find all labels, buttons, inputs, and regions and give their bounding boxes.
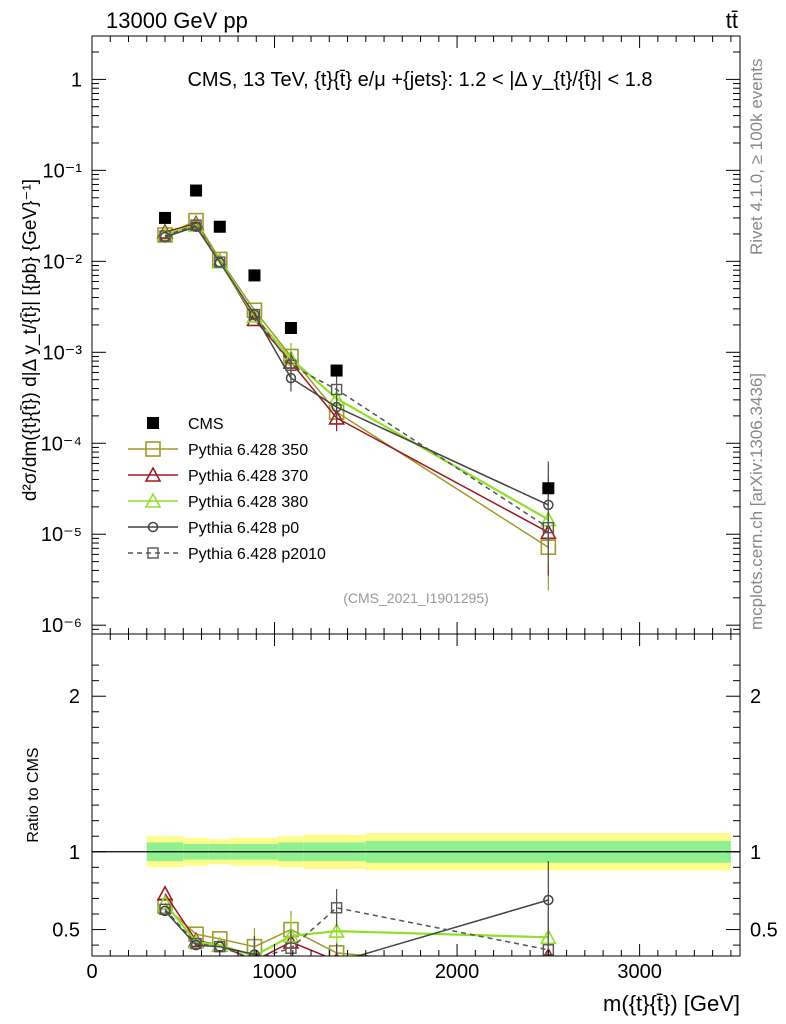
legend-marker: [147, 417, 159, 429]
ratio-marker: [330, 902, 343, 914]
cms-data-point: [159, 211, 172, 224]
ratio-tick-label: 2: [69, 686, 80, 708]
legend: CMS Pythia 6.428 350 Pythia 6.428 370 Pythi…: [128, 416, 326, 563]
ratio-panel: 0.5 0.5 1 1 2 2 Ratio to CMS: [25, 633, 778, 980]
x-tick-label: 2000: [435, 961, 480, 983]
cms-data-point: [190, 184, 203, 197]
y-axis-label: d²σ/dm({t}{t̄}) d|Δ y_t/{t̄}| [{pb} {GeV…: [20, 179, 41, 501]
mcplots-label: mcplots.cern.ch [arXiv:1306.3436]: [747, 373, 766, 630]
legend-marker: [144, 466, 162, 482]
ratio-marker: [156, 885, 174, 901]
legend-label: Pythia 6.428 370: [188, 468, 308, 485]
ratio-tick-label-right: 0.5: [750, 920, 778, 942]
y-tick-label: 10⁻¹: [43, 160, 83, 182]
cms-data-point: [213, 220, 226, 233]
header-right: tt̄: [726, 8, 738, 33]
x-tick-label: 0: [86, 961, 97, 983]
ratio-tick-label-right: 1: [750, 842, 761, 864]
series-marker: [248, 308, 261, 321]
legend-label: Pythia 6.428 350: [188, 442, 308, 459]
cms-data-point: [330, 364, 343, 377]
chart-title: CMS, 13 TeV, {t}{t̄} e/μ +{jets}: 1.2 < …: [187, 69, 652, 91]
ratio-marker: [541, 966, 555, 980]
series-marker: [330, 383, 343, 396]
main-panel: 10⁻⁶ 10⁻⁵ 10⁻⁴ 10⁻³ 10⁻² 10⁻¹ 1 CMS, 13 TeV, {…: [20, 35, 741, 637]
series-marker: [328, 409, 345, 425]
series-marker: [246, 307, 263, 323]
y-tick-label: 10⁻³: [43, 342, 83, 364]
series-marker: [159, 230, 171, 242]
legend-marker: [147, 521, 159, 533]
series-marker: [214, 256, 226, 268]
legend-label: CMS: [188, 416, 224, 433]
x-axis-label: m({t}{t̄}) [GeV]: [603, 991, 740, 1016]
ratio-marker: [328, 922, 345, 938]
legend-label: Pythia 6.428 p0: [188, 520, 299, 537]
ratio-marker: [190, 937, 202, 950]
y-tick-label: 1: [71, 69, 82, 91]
y-tick-label: 10⁻⁶: [41, 615, 82, 637]
x-tick-label: 3000: [617, 961, 662, 983]
header-left: 13000 GeV pp: [106, 8, 248, 33]
ratio-marker: [156, 894, 174, 910]
legend-label: Pythia 6.428 p2010: [188, 546, 326, 563]
x-tick-label: 1000: [252, 961, 297, 983]
ratio-tick-label: 0.5: [52, 920, 80, 942]
analysis-id: (CMS_2021_I1901295): [343, 590, 489, 606]
legend-label: Pythia 6.428 380: [188, 494, 308, 511]
y-tick-label: 10⁻⁴: [41, 433, 82, 455]
ratio-marker: [285, 942, 297, 954]
y-tick-label: 10⁻⁵: [41, 524, 82, 546]
cms-data-point: [248, 269, 261, 282]
legend-marker: [145, 441, 161, 457]
legend-marker: [147, 547, 159, 559]
ratio-marker: [248, 953, 261, 956]
cms-data-point: [542, 482, 555, 495]
y-tick-label: 10⁻²: [43, 251, 83, 273]
ratio-y-label: Ratio to CMS: [25, 747, 42, 842]
legend-marker: [144, 492, 162, 508]
ratio-marker: [332, 958, 341, 967]
ratio-tick-label-right: 2: [750, 686, 761, 708]
series-marker: [542, 521, 555, 534]
main-frame: [91, 35, 741, 635]
rivet-label: Rivet 4.1.0, ≥ 100k events: [747, 59, 766, 255]
series-marker: [285, 359, 297, 371]
ratio-tick-label: 1: [69, 842, 80, 864]
ratio-line: [164, 906, 549, 956]
ratio-marker: [159, 903, 171, 916]
cms-data-point: [284, 321, 297, 334]
ratio-frame: [91, 633, 741, 957]
ratio-marker: [543, 894, 554, 906]
series-marker: [190, 219, 202, 231]
